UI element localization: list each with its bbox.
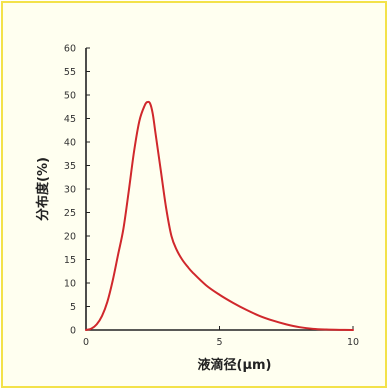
y-tick-label: 5 (70, 302, 76, 313)
y-tick-label: 10 (64, 279, 76, 290)
x-tick-label: 5 (216, 337, 222, 348)
y-tick-label: 30 (64, 185, 76, 196)
y-tick-label: 40 (64, 138, 76, 149)
y-tick-label: 45 (64, 114, 76, 125)
x-tick-label: 0 (83, 337, 89, 348)
y-tick-label: 25 (64, 208, 76, 219)
distribution-curve (85, 100, 354, 331)
y-tick-label: 35 (64, 161, 76, 172)
y-tick-label: 60 (64, 44, 76, 55)
y-tick-label: 55 (64, 67, 76, 78)
y-tick-label: 20 (64, 232, 76, 243)
y-axis-title: 分布度(%) (35, 157, 51, 221)
y-tick-label: 0 (70, 326, 76, 337)
chart-panel (1, 1, 387, 388)
y-tick-label: 15 (64, 255, 76, 266)
x-axis-title: 液滴径(μm) (198, 357, 272, 373)
x-tick-label: 10 (347, 337, 359, 348)
y-tick-label: 50 (64, 91, 76, 102)
